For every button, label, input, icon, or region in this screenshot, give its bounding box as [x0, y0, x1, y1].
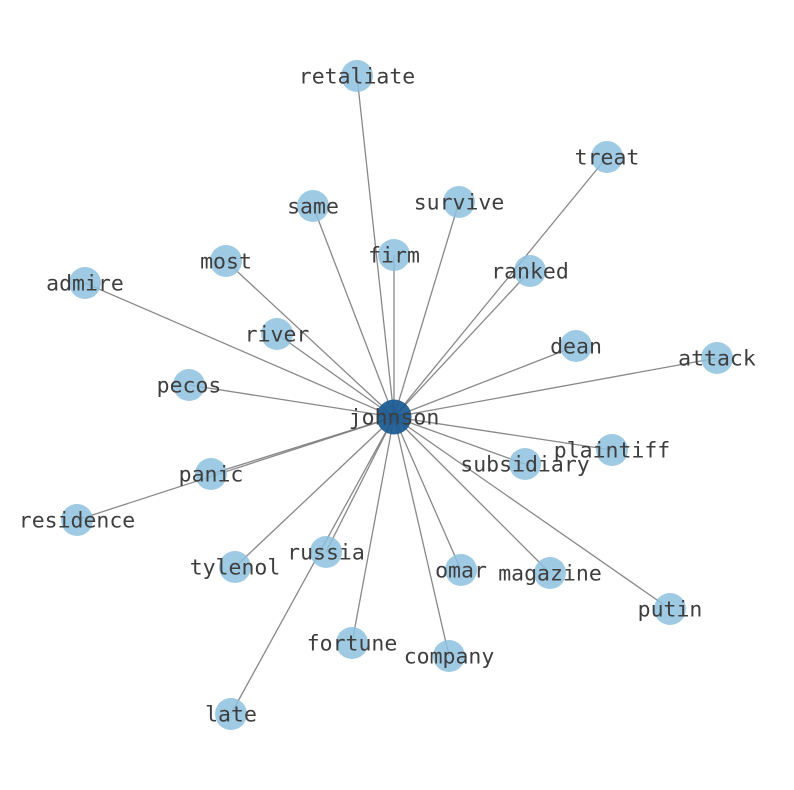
graph-edge-johnson-tylenol — [234, 416, 395, 568]
nodes-layer — [61, 60, 733, 730]
graph-node-company — [433, 640, 465, 672]
graph-node-label-putin: putin — [638, 597, 703, 622]
graph-node-admire — [69, 267, 101, 299]
graph-node-late — [215, 698, 247, 730]
graph-edge-johnson-pecos — [188, 384, 395, 418]
graph-edge-johnson-magazine — [393, 416, 551, 574]
graph-node-label-ranked: ranked — [491, 259, 569, 284]
graph-edge-johnson-residence — [76, 416, 395, 521]
graph-node-label-treat: treat — [575, 145, 640, 170]
graph-node-label-tylenol: tylenol — [190, 555, 281, 580]
graph-node-river — [261, 318, 293, 350]
graph-node-label-most: most — [200, 249, 252, 274]
graph-node-ranked — [514, 255, 546, 287]
graph-edge-johnson-admire — [84, 282, 395, 418]
graph-node-label-same: same — [287, 194, 339, 219]
graph-node-label-johnson: johnson — [349, 405, 440, 430]
graph-edge-johnson-retaliate — [356, 75, 395, 418]
graph-node-label-plaintiff: plaintiff — [554, 438, 671, 463]
graph-edge-johnson-russia — [325, 416, 395, 553]
graph-node-russia — [310, 536, 342, 568]
graph-edge-johnson-dean — [393, 345, 577, 418]
graph-node-label-magazine: magazine — [498, 561, 602, 586]
graph-node-tylenol — [219, 551, 251, 583]
graph-edge-johnson-fortune — [351, 416, 395, 644]
graph-node-treat — [591, 141, 623, 173]
graph-edge-johnson-survive — [393, 201, 460, 418]
graph-node-label-admire: admire — [46, 271, 124, 296]
graph-node-label-dean: dean — [550, 334, 602, 359]
graph-node-label-omar: omar — [435, 558, 487, 583]
graph-edge-johnson-treat — [393, 156, 608, 418]
graph-node-most — [210, 245, 242, 277]
graph-edge-johnson-most — [225, 260, 395, 418]
graph-edge-johnson-company — [393, 416, 450, 657]
graph-node-survive — [443, 186, 475, 218]
graph-node-firm — [378, 239, 410, 271]
graph-node-label-survive: survive — [414, 190, 505, 215]
graph-node-plaintiff — [596, 434, 628, 466]
graph-node-omar — [445, 554, 477, 586]
graph-node-label-russia: russia — [287, 540, 365, 565]
labels-layer: johnson retaliate treat survive same firm most… — [19, 64, 756, 727]
graph-node-attack — [701, 342, 733, 374]
graph-node-label-late: late — [205, 702, 257, 727]
graph-node-label-panic: panic — [179, 462, 244, 487]
graph-edge-johnson-late — [230, 416, 395, 715]
graph-node-label-subsidiary: subsidiary — [460, 452, 589, 477]
graph-node-label-retaliate: retaliate — [299, 64, 416, 89]
graph-node-putin — [654, 593, 686, 625]
graph-node-residence — [61, 504, 93, 536]
graph-node-label-firm: firm — [368, 243, 420, 268]
graph-node-johnson — [376, 399, 412, 435]
graph-node-fortune — [336, 627, 368, 659]
graph-edge-johnson-putin — [393, 416, 671, 610]
graph-node-label-river: river — [245, 322, 310, 347]
graph-node-label-fortune: fortune — [307, 631, 398, 656]
graph-node-label-attack: attack — [678, 346, 756, 371]
graph-edge-johnson-ranked — [393, 270, 531, 418]
graph-edge-johnson-omar — [393, 416, 462, 571]
graph-node-subsidiary — [509, 448, 541, 480]
graph-node-label-company: company — [404, 644, 495, 669]
edges-layer — [76, 75, 718, 715]
graph-node-label-pecos: pecos — [157, 373, 222, 398]
graph-node-retaliate — [341, 60, 373, 92]
graph-edge-johnson-attack — [393, 357, 718, 418]
graph-node-pecos — [173, 369, 205, 401]
graph-node-dean — [560, 330, 592, 362]
graph-node-magazine — [534, 557, 566, 589]
graph-node-panic — [195, 458, 227, 490]
graph-node-same — [297, 190, 329, 222]
graph-node-label-residence: residence — [19, 508, 136, 533]
graph-edge-johnson-subsidiary — [393, 416, 526, 465]
graph-edge-johnson-river — [276, 333, 395, 418]
graph-edge-johnson-plaintiff — [393, 416, 613, 451]
graph-edge-johnson-same — [312, 205, 395, 418]
